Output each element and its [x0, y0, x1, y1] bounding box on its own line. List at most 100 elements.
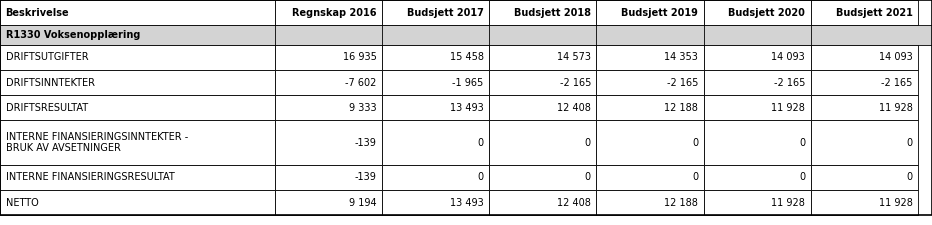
Text: 14 353: 14 353 — [665, 52, 698, 63]
Bar — [811, 95, 918, 120]
Text: -1 965: -1 965 — [452, 77, 484, 88]
Bar — [811, 165, 918, 190]
Text: 9 194: 9 194 — [349, 198, 377, 207]
Bar — [382, 120, 489, 165]
Text: Budsjett 2019: Budsjett 2019 — [622, 7, 698, 18]
Text: 11 928: 11 928 — [772, 198, 805, 207]
Bar — [0, 120, 275, 165]
Bar — [596, 120, 704, 165]
Text: Beskrivelse: Beskrivelse — [6, 7, 69, 18]
Text: INTERNE FINANSIERINGSINNTEKTER -
BRUK AV AVSETNINGER: INTERNE FINANSIERINGSINNTEKTER - BRUK AV… — [6, 132, 188, 153]
Bar — [489, 190, 596, 215]
Text: -7 602: -7 602 — [345, 77, 377, 88]
Text: NETTO: NETTO — [6, 198, 38, 207]
Text: 14 093: 14 093 — [772, 52, 805, 63]
Bar — [489, 120, 596, 165]
Bar — [0, 165, 275, 190]
Text: 11 928: 11 928 — [879, 198, 912, 207]
Text: 11 928: 11 928 — [879, 103, 912, 112]
Text: 0: 0 — [799, 173, 805, 182]
Text: -2 165: -2 165 — [666, 77, 698, 88]
Bar — [275, 120, 382, 165]
Text: Budsjett 2018: Budsjett 2018 — [514, 7, 591, 18]
Bar — [596, 190, 704, 215]
Text: DRIFTSINNTEKTER: DRIFTSINNTEKTER — [6, 77, 94, 88]
Text: -139: -139 — [355, 173, 377, 182]
Text: 0: 0 — [477, 173, 484, 182]
Text: -2 165: -2 165 — [774, 77, 805, 88]
Text: Regnskap 2016: Regnskap 2016 — [292, 7, 377, 18]
Text: 12 408: 12 408 — [557, 103, 591, 112]
Bar — [382, 95, 489, 120]
Text: 9 333: 9 333 — [349, 103, 377, 112]
Bar — [704, 70, 811, 95]
Bar — [275, 190, 382, 215]
Bar — [489, 45, 596, 70]
Text: -139: -139 — [355, 137, 377, 148]
Bar — [811, 190, 918, 215]
Text: 0: 0 — [477, 137, 484, 148]
Bar — [489, 165, 596, 190]
Text: 0: 0 — [584, 137, 591, 148]
Bar — [0, 70, 275, 95]
Bar — [0, 95, 275, 120]
Bar — [704, 45, 811, 70]
Text: 14 093: 14 093 — [879, 52, 912, 63]
Bar — [704, 120, 811, 165]
Bar — [0, 45, 275, 70]
Bar — [382, 70, 489, 95]
Text: 16 935: 16 935 — [343, 52, 377, 63]
Bar — [704, 0, 811, 25]
Text: 12 188: 12 188 — [665, 198, 698, 207]
Bar — [382, 45, 489, 70]
Text: 0: 0 — [906, 173, 912, 182]
Bar — [275, 0, 382, 25]
Text: INTERNE FINANSIERINGSRESULTAT: INTERNE FINANSIERINGSRESULTAT — [6, 173, 174, 182]
Text: DRIFTSRESULTAT: DRIFTSRESULTAT — [6, 103, 88, 112]
Text: 13 493: 13 493 — [450, 103, 484, 112]
Text: Budsjett 2017: Budsjett 2017 — [407, 7, 484, 18]
Text: DRIFTSUTGIFTER: DRIFTSUTGIFTER — [6, 52, 89, 63]
Text: Budsjett 2020: Budsjett 2020 — [729, 7, 805, 18]
Bar — [275, 45, 382, 70]
Text: 12 408: 12 408 — [557, 198, 591, 207]
Bar — [275, 70, 382, 95]
Text: 0: 0 — [692, 173, 698, 182]
Text: 11 928: 11 928 — [772, 103, 805, 112]
Bar — [489, 0, 596, 25]
Bar — [275, 95, 382, 120]
Bar — [382, 190, 489, 215]
Bar — [596, 165, 704, 190]
Text: -2 165: -2 165 — [881, 77, 912, 88]
Bar — [811, 120, 918, 165]
Bar — [596, 70, 704, 95]
Bar — [704, 165, 811, 190]
Text: 0: 0 — [799, 137, 805, 148]
Bar — [704, 190, 811, 215]
Text: 14 573: 14 573 — [557, 52, 591, 63]
Bar — [811, 45, 918, 70]
Bar — [0, 190, 275, 215]
Bar — [596, 95, 704, 120]
Bar — [489, 95, 596, 120]
Bar — [811, 70, 918, 95]
Text: 0: 0 — [692, 137, 698, 148]
Text: 0: 0 — [906, 137, 912, 148]
Bar — [382, 165, 489, 190]
Bar — [0, 25, 932, 45]
Bar — [0, 0, 275, 25]
Text: -2 165: -2 165 — [559, 77, 591, 88]
Bar — [275, 165, 382, 190]
Text: 0: 0 — [584, 173, 591, 182]
Bar — [489, 70, 596, 95]
Bar — [811, 0, 918, 25]
Bar — [704, 95, 811, 120]
Text: Budsjett 2021: Budsjett 2021 — [836, 7, 912, 18]
Text: 13 493: 13 493 — [450, 198, 484, 207]
Text: 12 188: 12 188 — [665, 103, 698, 112]
Bar — [596, 0, 704, 25]
Text: R1330 Voksenopplæring: R1330 Voksenopplæring — [6, 30, 140, 40]
Bar — [596, 45, 704, 70]
Bar — [382, 0, 489, 25]
Text: 15 458: 15 458 — [450, 52, 484, 63]
